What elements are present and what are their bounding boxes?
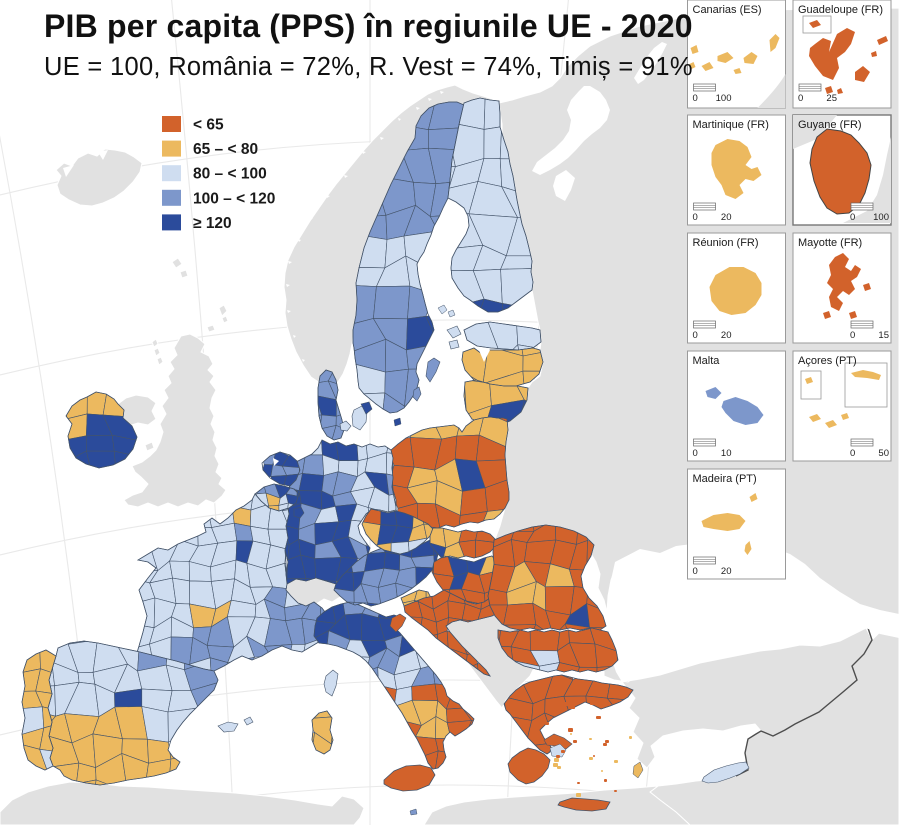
- svg-text:0: 0: [693, 448, 698, 459]
- svg-text:0: 0: [850, 448, 855, 459]
- svg-text:< 65: < 65: [193, 117, 224, 134]
- svg-text:≥ 120: ≥ 120: [193, 215, 232, 232]
- svg-text:100 – < 120: 100 – < 120: [193, 190, 275, 207]
- svg-text:20: 20: [721, 212, 732, 223]
- svg-text:Madeira (PT): Madeira (PT): [693, 473, 757, 485]
- svg-text:UE = 100, România = 72%, R. Ve: UE = 100, România = 72%, R. Vest = 74%, …: [44, 53, 693, 81]
- svg-text:Martinique (FR): Martinique (FR): [693, 119, 769, 131]
- svg-text:100: 100: [873, 212, 889, 223]
- svg-text:Guyane (FR): Guyane (FR): [798, 119, 862, 131]
- svg-text:80 – < 100: 80 – < 100: [193, 166, 267, 183]
- svg-text:Malta: Malta: [693, 355, 721, 367]
- svg-text:10: 10: [721, 448, 732, 459]
- svg-text:50: 50: [878, 448, 889, 459]
- svg-text:0: 0: [693, 566, 698, 577]
- svg-text:100: 100: [716, 93, 732, 104]
- svg-text:25: 25: [826, 93, 837, 104]
- svg-text:Réunion (FR): Réunion (FR): [693, 237, 759, 249]
- svg-text:Guadeloupe (FR): Guadeloupe (FR): [798, 4, 883, 16]
- svg-text:20: 20: [721, 566, 732, 577]
- svg-text:0: 0: [693, 212, 698, 223]
- svg-text:Canarias (ES): Canarias (ES): [693, 4, 762, 16]
- svg-text:0: 0: [798, 93, 803, 104]
- svg-text:Açores (PT): Açores (PT): [798, 355, 857, 367]
- svg-text:Mayotte (FR): Mayotte (FR): [798, 237, 862, 249]
- svg-text:0: 0: [850, 212, 855, 223]
- svg-text:0: 0: [693, 93, 698, 104]
- svg-text:20: 20: [721, 330, 732, 341]
- svg-text:PIB per capita (PPS) în regiun: PIB per capita (PPS) în regiunile UE - 2…: [44, 8, 693, 44]
- svg-text:0: 0: [693, 330, 698, 341]
- svg-text:0: 0: [850, 330, 855, 341]
- svg-text:65 – < 80: 65 – < 80: [193, 141, 258, 158]
- svg-text:15: 15: [878, 330, 889, 341]
